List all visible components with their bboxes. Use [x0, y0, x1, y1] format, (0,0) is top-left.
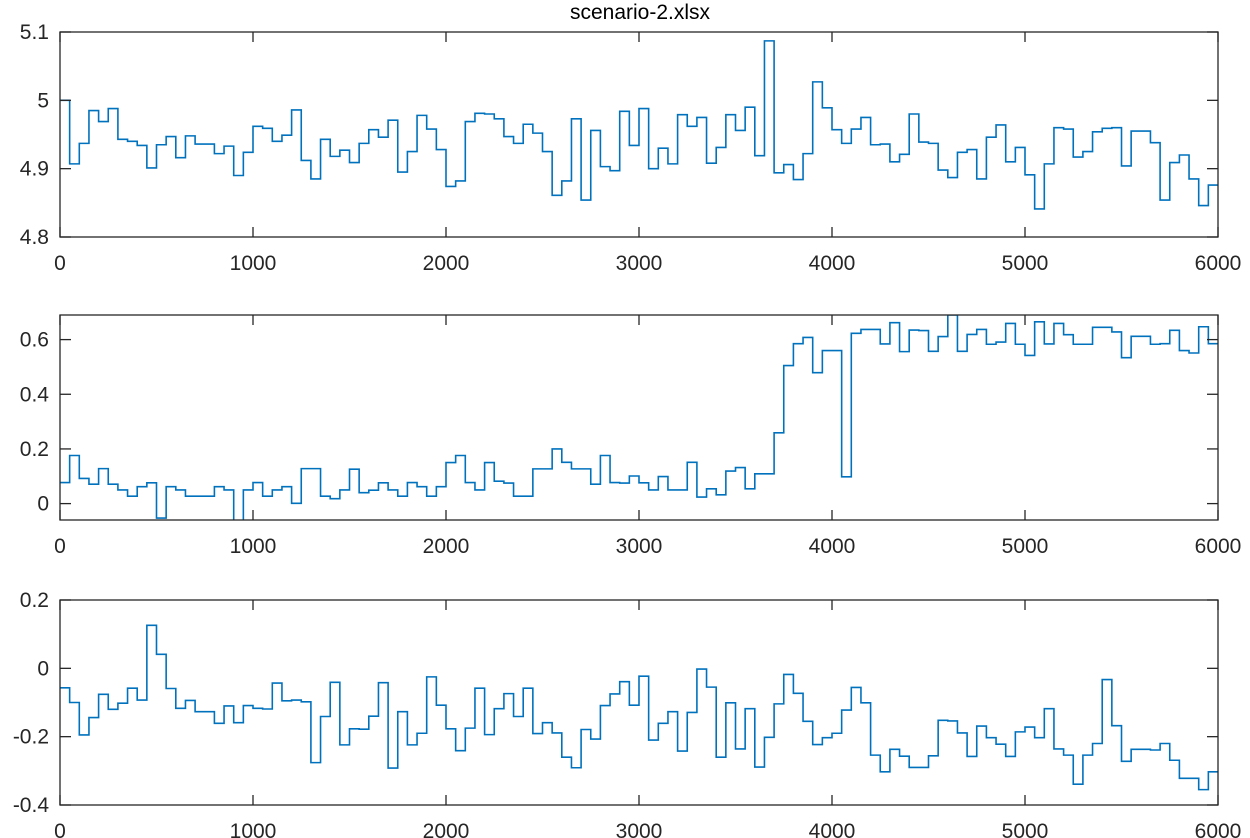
y-tick-label: 4.9: [20, 158, 49, 181]
y-tick-label: -0.4: [13, 794, 50, 817]
y-tick-label: -0.2: [13, 726, 49, 749]
x-tick-label: 2000: [423, 252, 470, 275]
y-tick-label: 5: [37, 89, 49, 112]
x-tick-label: 3000: [616, 535, 663, 558]
chart-title: scenario-2.xlsx: [570, 1, 711, 24]
y-tick-label: 5.1: [20, 21, 49, 44]
series-line-2: [60, 315, 1218, 520]
x-tick-label: 6000: [1195, 535, 1242, 558]
x-tick-label: 0: [54, 820, 66, 838]
series-line-3: [60, 624, 1218, 791]
y-tick-label: 0: [37, 657, 49, 680]
x-tick-label: 4000: [809, 820, 856, 838]
y-tick-label: 4.8: [20, 226, 49, 249]
subplot-3: 0 1000 2000 3000 4000 5000 6000 -0.4 -0.2 0 0.2: [13, 589, 1242, 838]
x-tick-label: 1000: [230, 252, 277, 275]
x-tick-label: 6000: [1195, 252, 1242, 275]
x-tick-label: 5000: [1002, 535, 1049, 558]
y-tick-label: 0.4: [20, 383, 50, 406]
x-tick-label: 3000: [616, 820, 663, 838]
x-tick-label: 6000: [1195, 820, 1242, 838]
x-tick-label: 4000: [809, 252, 856, 275]
series-line-1: [60, 40, 1218, 210]
x-tick-label: 5000: [1002, 252, 1049, 275]
x-tick-label: 1000: [230, 535, 277, 558]
y-tick-label: 0.6: [20, 329, 49, 352]
y-tick-label: 0: [37, 493, 49, 516]
y-tick-label: 0.2: [20, 438, 49, 461]
subplot-1: 0 1000 2000 3000 4000 5000 6000 4.8 4.9 5 5.1: [20, 21, 1242, 275]
x-tick-label: 2000: [423, 535, 470, 558]
x-tick-label: 2000: [423, 820, 470, 838]
x-tick-label: 5000: [1002, 820, 1049, 838]
x-tick-label: 0: [54, 535, 66, 558]
x-tick-label: 3000: [616, 252, 663, 275]
x-tick-label: 0: [54, 252, 66, 275]
y-tick-label: 0.2: [20, 589, 49, 612]
x-tick-label: 4000: [809, 535, 856, 558]
subplot-2: 0 1000 2000 3000 4000 5000 6000 0 0.2 0.4 0.6: [20, 314, 1242, 558]
x-tick-label: 1000: [230, 820, 277, 838]
